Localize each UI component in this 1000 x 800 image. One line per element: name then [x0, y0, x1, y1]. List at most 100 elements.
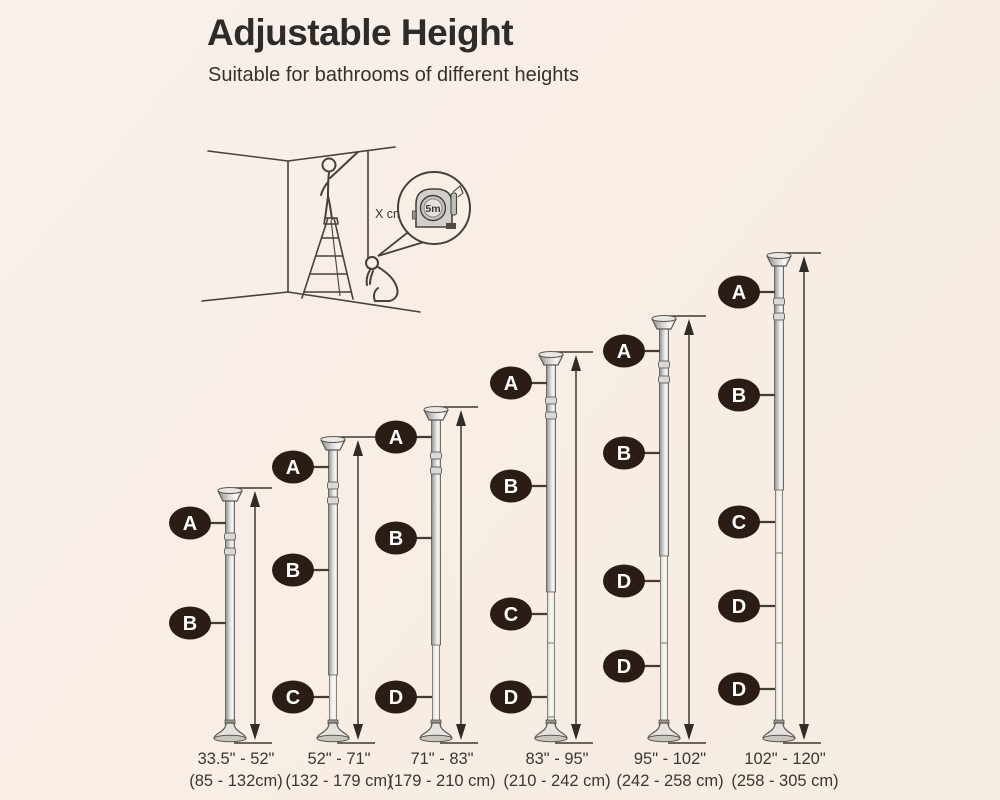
badge-oval — [603, 649, 645, 683]
badge-oval — [718, 275, 760, 309]
ceiling-cap-top — [651, 315, 677, 322]
pole-lower-tube — [432, 644, 440, 726]
measure-line: X cm — [367, 150, 403, 269]
tape-measure-callout: 5m — [377, 171, 471, 257]
pole-group-5: A B D D 95" - 102" (242 - 258 cm) — [603, 315, 724, 790]
floor-foot-base — [316, 734, 350, 743]
kneeling-person-sketch — [365, 256, 399, 302]
pole-range-inches: 71" - 83" — [410, 750, 473, 768]
page-subtitle: Suitable for bathrooms of different heig… — [208, 64, 579, 86]
badge-b: B — [169, 606, 211, 640]
pole-group-3: A B D 71" - 83" (179 - 210 cm) — [375, 406, 496, 790]
pole-range-cm: (242 - 258 cm) — [616, 772, 723, 790]
badge-oval — [603, 436, 645, 470]
tape-measure-icon: 5m — [412, 185, 464, 229]
badge-oval — [272, 553, 314, 587]
badge-letter: D — [504, 687, 518, 709]
arrow-down-icon — [250, 724, 260, 740]
arrow-down-icon — [456, 724, 466, 740]
badge-letter: C — [286, 687, 300, 709]
badge-oval — [603, 334, 645, 368]
adjust-ring — [773, 297, 785, 306]
ceiling-cap-top — [320, 436, 346, 443]
arrow-up-icon — [571, 355, 581, 371]
badge-d: D — [718, 589, 760, 623]
ceiling-cap-top — [217, 487, 243, 494]
pole-lower-tube — [547, 591, 555, 726]
badge-d: D — [375, 680, 417, 714]
person-on-ladder-sketch — [320, 151, 359, 220]
arrow-down-icon — [799, 724, 809, 740]
adjust-ring — [658, 375, 670, 384]
badge-a: A — [490, 366, 532, 400]
tape-capacity-label: 5m — [425, 203, 440, 215]
badge-b: B — [375, 521, 417, 555]
badge-letter: D — [617, 571, 631, 593]
pole-group-4: A B C D 83" - 95" (210 - 242 cm) — [490, 351, 611, 790]
adjust-ring — [224, 532, 236, 541]
badge-b: B — [603, 436, 645, 470]
arrow-up-icon — [684, 319, 694, 335]
badge-letter: C — [732, 512, 746, 534]
badge-c: C — [490, 597, 532, 631]
badge-letter: D — [617, 656, 631, 678]
badge-oval — [169, 506, 211, 540]
badge-letter: A — [389, 427, 403, 449]
badge-c: C — [718, 505, 760, 539]
arrow-up-icon — [353, 440, 363, 456]
badge-b: B — [272, 553, 314, 587]
arrow-down-icon — [571, 724, 581, 740]
adjust-ring — [430, 466, 442, 475]
ceiling-cap-top — [766, 252, 792, 259]
page-title: Adjustable Height — [207, 12, 514, 53]
arrow-up-icon — [799, 256, 809, 272]
badge-letter: D — [732, 679, 746, 701]
ceiling-cap-top — [423, 406, 449, 413]
badge-oval — [603, 564, 645, 598]
pole-range-cm: (132 - 179 cm) — [285, 772, 392, 790]
measure-label: X cm — [375, 207, 403, 221]
pole-group-2: A B C 52" - 71" (132 - 179 cm) — [272, 436, 393, 790]
adjust-ring — [545, 396, 557, 405]
arrow-up-icon — [250, 491, 260, 507]
ladder-sketch — [301, 217, 354, 300]
badge-b: B — [490, 469, 532, 503]
badge-c: C — [272, 680, 314, 714]
pole-range-inches: 83" - 95" — [525, 750, 588, 768]
badge-a: A — [718, 275, 760, 309]
badge-d: D — [490, 680, 532, 714]
badge-letter: B — [286, 560, 300, 582]
pole-group-1: A B 33.5" - 52" (85 - 132cm) — [169, 487, 283, 790]
floor-foot-base — [213, 734, 247, 743]
badge-d: D — [603, 649, 645, 683]
adjust-ring — [658, 360, 670, 369]
badge-letter: A — [504, 373, 518, 395]
badge-letter: B — [183, 613, 197, 635]
badge-oval — [490, 597, 532, 631]
pole-lower-tube — [329, 674, 337, 726]
adjust-ring — [327, 496, 339, 505]
arrow-down-icon — [684, 724, 694, 740]
badge-letter: A — [183, 513, 197, 535]
room-corner-sketch — [201, 146, 421, 313]
pole-group-6: A B C D D 102" - 120" (258 - 305 cm) — [718, 252, 839, 790]
badge-oval — [718, 672, 760, 706]
badge-letter: A — [732, 282, 746, 304]
measurement-illustration: X cm — [201, 146, 471, 313]
badge-oval — [375, 420, 417, 454]
badge-a: A — [272, 450, 314, 484]
pole-range-cm: (85 - 132cm) — [189, 772, 283, 790]
adjust-ring — [224, 547, 236, 556]
badge-oval — [490, 469, 532, 503]
floor-foot-base — [762, 734, 796, 743]
arrow-down-icon — [353, 724, 363, 740]
badge-a: A — [603, 334, 645, 368]
pole-range-cm: (179 - 210 cm) — [388, 772, 495, 790]
pole-range-cm: (210 - 242 cm) — [503, 772, 610, 790]
badge-oval — [718, 378, 760, 412]
badge-b: B — [718, 378, 760, 412]
pole-lower-tube — [660, 555, 668, 726]
badge-oval — [272, 680, 314, 714]
